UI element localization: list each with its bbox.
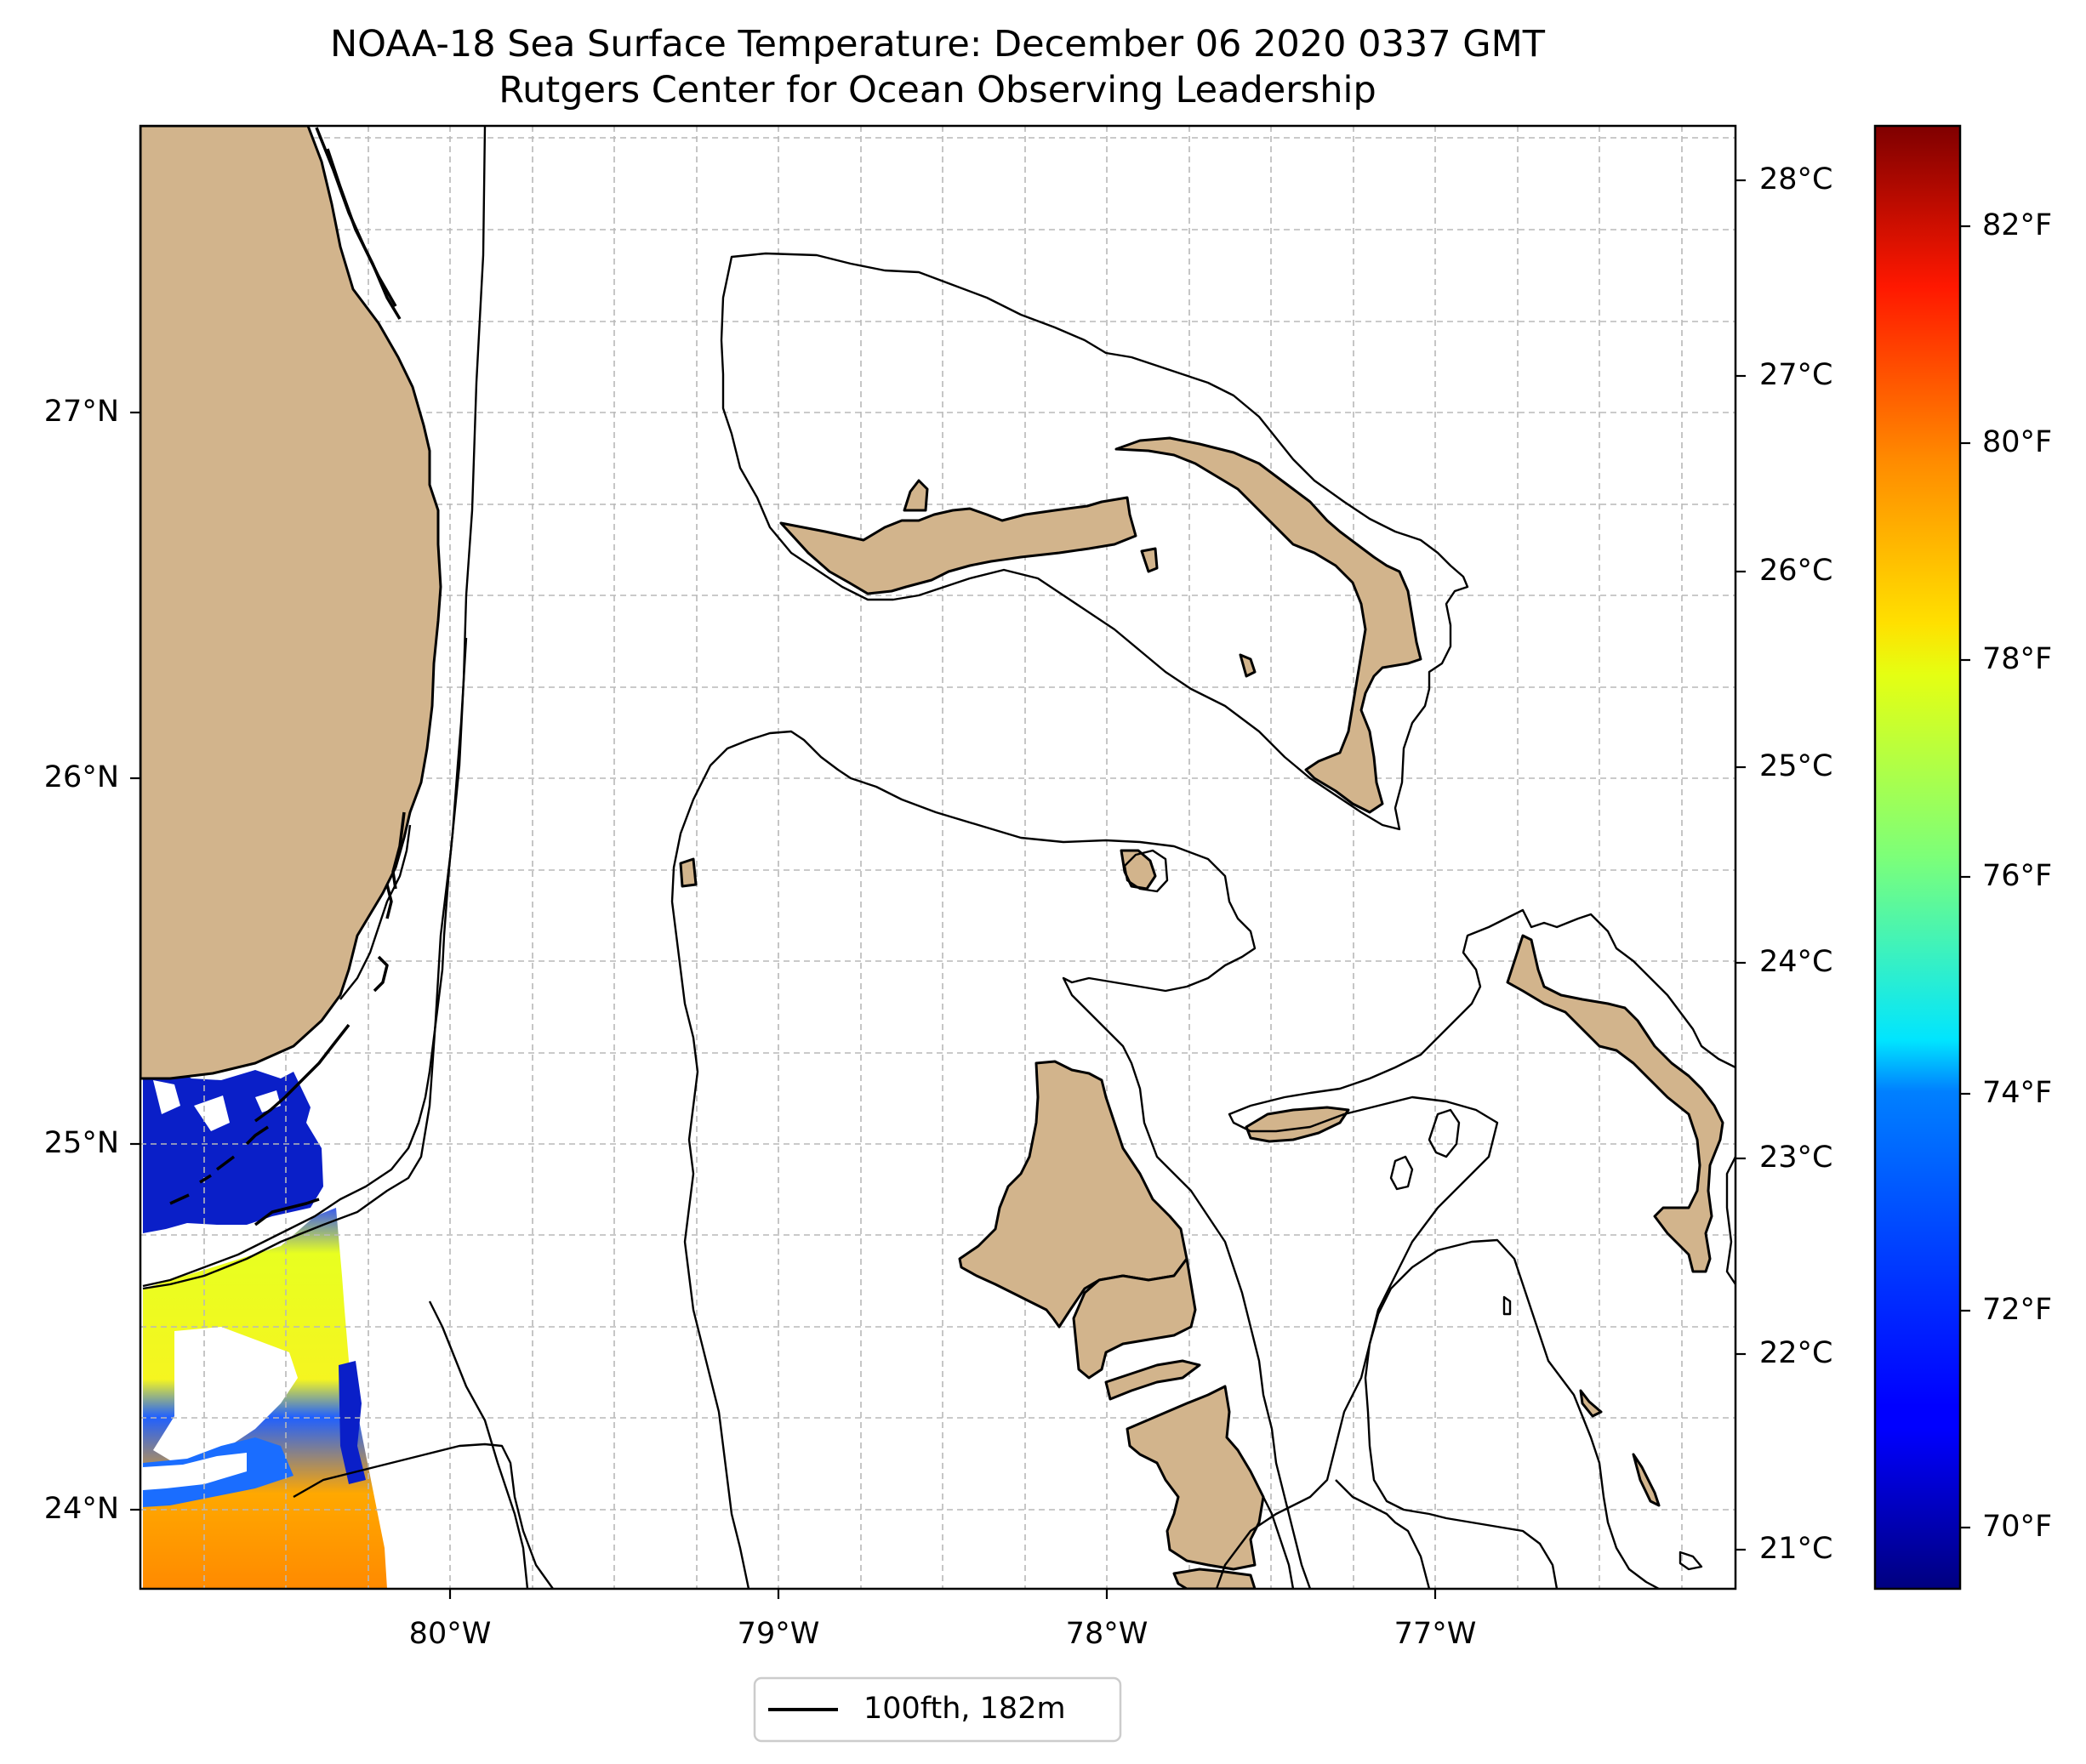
sst-white-strip-south	[143, 1453, 247, 1490]
fahrenheit-tick-label: 78°F	[1982, 642, 2052, 676]
map-frame	[139, 124, 1737, 1590]
legend-label: 100fth, 182m	[863, 1692, 1066, 1726]
land-bimini	[679, 857, 698, 888]
fahrenheit-tick-label: 80°F	[1982, 425, 2052, 459]
land-florida	[140, 126, 442, 1080]
land-andros-north	[958, 1060, 1188, 1329]
lat-tick-label: 26°N	[44, 760, 119, 794]
colorbar: 82°F 80°F 78°F 76°F 74°F 72°F 70°F	[1873, 124, 2052, 1590]
celsius-tick-label: 24°C	[1759, 945, 1832, 979]
sst-white-gaps-keys	[153, 1080, 281, 1131]
land-new-providence	[1245, 1106, 1350, 1143]
map-title-line2: Rutgers Center for Ocean Observing Leade…	[499, 69, 1376, 111]
legend: 100fth, 182m	[753, 1676, 1122, 1743]
land-abaco-cay-2	[1239, 653, 1257, 678]
fahrenheit-tick-label: 82°F	[1982, 208, 2052, 242]
coastline-details	[169, 127, 406, 1226]
land-andros-bottom	[1172, 1568, 1257, 1589]
contour-great-bahama-bank	[428, 730, 1312, 1589]
lon-tick-label: 80°W	[409, 1617, 492, 1651]
lon-axis: 80°W 79°W 78°W 77°W	[409, 1589, 1477, 1651]
lon-tick-label: 78°W	[1066, 1617, 1148, 1651]
contour-islet-5	[1502, 1295, 1512, 1316]
celsius-tick-label: 27°C	[1759, 358, 1832, 392]
contour-keys-reef	[142, 637, 468, 1288]
fahrenheit-tick-label: 70°F	[1982, 1510, 2052, 1544]
map-area	[140, 126, 1735, 1589]
isobath-100fth	[142, 126, 1735, 1589]
celsius-tick-label: 25°C	[1759, 749, 1832, 783]
land-abaco-cay	[1140, 547, 1159, 573]
sst-cold-patch-keys	[143, 1067, 323, 1233]
colorbar-gradient	[1873, 124, 1962, 1590]
sst-missing-gap-south	[153, 1327, 298, 1463]
celsius-tick-label: 26°C	[1759, 554, 1832, 588]
contour-islet-4	[1678, 1551, 1703, 1571]
sst-cold-column	[339, 1361, 366, 1484]
land-great-abaco-north	[1114, 436, 1422, 814]
land-andros-strip-1	[1104, 1359, 1201, 1401]
land-layer	[140, 126, 1724, 1589]
contour-exuma-sound	[1262, 1156, 1735, 1589]
celsius-tick-label: 23°C	[1759, 1141, 1832, 1175]
lat-axis: 24°N 25°N 26°N 27°N	[44, 395, 140, 1526]
contour-florida-coast-shelf	[339, 824, 412, 1000]
fahrenheit-tick-label: 74°F	[1982, 1076, 2052, 1110]
celsius-axis: 28°C 27°C 26°C 25°C 24°C 23°C 22°C 21°C	[1735, 162, 1832, 1566]
graticule	[140, 126, 1735, 1589]
contour-islet-3	[1389, 1155, 1414, 1191]
land-eleuthera	[1506, 934, 1724, 1273]
celsius-tick-label: 28°C	[1759, 162, 1832, 196]
contour-islet-1	[1123, 849, 1169, 893]
contour-south-shelf	[293, 1442, 554, 1589]
celsius-tick-label: 21°C	[1759, 1532, 1832, 1566]
celsius-tick-label: 22°C	[1759, 1336, 1832, 1370]
land-grand-bahama	[779, 496, 1137, 595]
land-grand-bahama-tip	[903, 479, 929, 512]
land-andros-central	[1072, 1257, 1197, 1380]
contour-little-bahama-bank	[720, 252, 1469, 831]
lon-tick-label: 77°W	[1394, 1617, 1477, 1651]
land-exuma-cay-1	[1579, 1389, 1603, 1418]
fahrenheit-tick-label: 72°F	[1982, 1293, 2052, 1327]
contour-florida-shelf	[142, 126, 487, 1290]
lat-tick-label: 25°N	[44, 1126, 119, 1160]
lat-tick-label: 27°N	[44, 395, 119, 429]
lat-tick-label: 24°N	[44, 1492, 119, 1526]
land-exuma-cay-2	[1632, 1453, 1661, 1507]
map-title-line1: NOAA-18 Sea Surface Temperature: Decembe…	[330, 23, 1546, 65]
fahrenheit-tick-label: 76°F	[1982, 859, 2052, 893]
contour-islet-2	[1428, 1108, 1461, 1158]
legend-box	[753, 1676, 1122, 1743]
land-andros-south	[1126, 1385, 1265, 1571]
lon-tick-label: 79°W	[738, 1617, 820, 1651]
